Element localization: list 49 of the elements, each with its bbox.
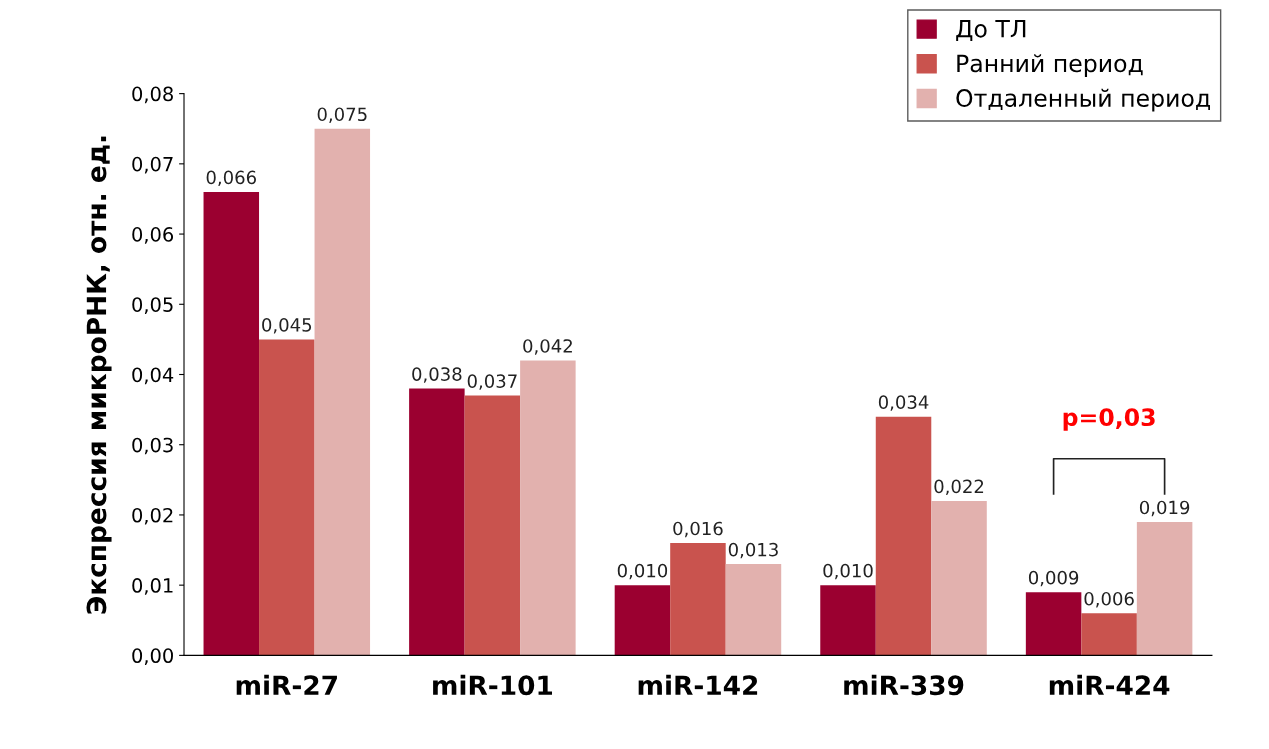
data-label: 0,016 bbox=[673, 521, 723, 538]
bar bbox=[409, 388, 465, 656]
x-tick-label: miR-339 bbox=[844, 674, 964, 696]
data-label: 0,075 bbox=[317, 107, 367, 123]
data-label: 0,009 bbox=[1028, 570, 1079, 587]
bar bbox=[520, 360, 576, 656]
bar bbox=[875, 416, 932, 656]
legend-label: Отдаленный период bbox=[956, 88, 1210, 112]
y-tick-label: 0,06 bbox=[132, 227, 174, 244]
data-label: 0,019 bbox=[1139, 500, 1190, 517]
bar bbox=[203, 191, 260, 656]
data-label: 0,010 bbox=[617, 563, 668, 580]
annotation: p=0,03 bbox=[1063, 408, 1155, 431]
data-label: 0,034 bbox=[878, 395, 929, 411]
x-tick-label: miR-101 bbox=[433, 674, 553, 696]
data-label: 0,013 bbox=[728, 542, 778, 559]
data-label: 0,022 bbox=[934, 479, 984, 496]
bar bbox=[1025, 592, 1082, 656]
data-label: 0,042 bbox=[523, 339, 572, 355]
bar bbox=[259, 339, 315, 656]
y-tick-label: 0,08 bbox=[132, 86, 173, 104]
bar bbox=[725, 564, 782, 656]
y-tick-label: 0,02 bbox=[132, 507, 173, 525]
bar bbox=[614, 585, 671, 656]
data-label: 0,037 bbox=[467, 374, 517, 390]
bar bbox=[670, 543, 726, 656]
bar bbox=[1081, 613, 1137, 656]
x-tick-label: miR-142 bbox=[638, 674, 758, 695]
data-label: 0,066 bbox=[206, 170, 256, 187]
x-tick-label: miR-424 bbox=[1049, 674, 1170, 695]
bar bbox=[464, 395, 521, 656]
data-label: 0,045 bbox=[262, 318, 312, 334]
bar bbox=[931, 500, 987, 656]
y-axis-title: Экспрессия микроРНК, отн. ед. bbox=[86, 136, 112, 614]
y-tick-label: 0,04 bbox=[132, 367, 174, 385]
y-tick-label: 0,03 bbox=[132, 437, 173, 455]
bar bbox=[1136, 521, 1193, 656]
data-label: 0,038 bbox=[412, 367, 462, 383]
x-tick-label: miR-27 bbox=[236, 674, 337, 695]
data-label: 0,010 bbox=[823, 563, 873, 580]
bar bbox=[820, 585, 876, 656]
legend-label: До ТЛ bbox=[956, 20, 1026, 42]
y-tick-label: 0,00 bbox=[132, 648, 173, 666]
y-tick-label: 0,07 bbox=[132, 156, 173, 174]
data-label: 0,006 bbox=[1084, 591, 1134, 608]
legend-label: Ранний период bbox=[957, 54, 1143, 77]
bar bbox=[314, 128, 371, 656]
y-tick-label: 0,01 bbox=[132, 578, 173, 595]
y-tick-label: 0,05 bbox=[132, 297, 173, 314]
